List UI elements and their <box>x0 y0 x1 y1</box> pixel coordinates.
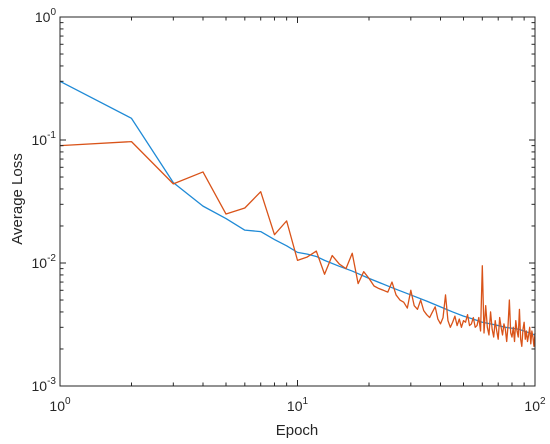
x-tick-label: 102 <box>524 396 546 414</box>
y-axis-title: Average Loss <box>9 153 26 244</box>
x-tick-label: 101 <box>287 396 309 414</box>
y-tick-label: 10-3 <box>32 376 57 394</box>
y-tick-label: 10-2 <box>32 253 57 271</box>
series-layer <box>59 80 536 348</box>
plot-background <box>60 17 535 386</box>
y-tick-label: 100 <box>35 7 57 25</box>
series-line-2 <box>59 140 536 348</box>
y-tick-label: 10-1 <box>32 130 57 148</box>
x-tick-label: 100 <box>49 396 71 414</box>
plot-area <box>60 17 535 386</box>
x-axis-title: Epoch <box>276 422 319 439</box>
axes-layer: 100 101 102 10-3 10-2 10-1 100 <box>32 7 546 414</box>
